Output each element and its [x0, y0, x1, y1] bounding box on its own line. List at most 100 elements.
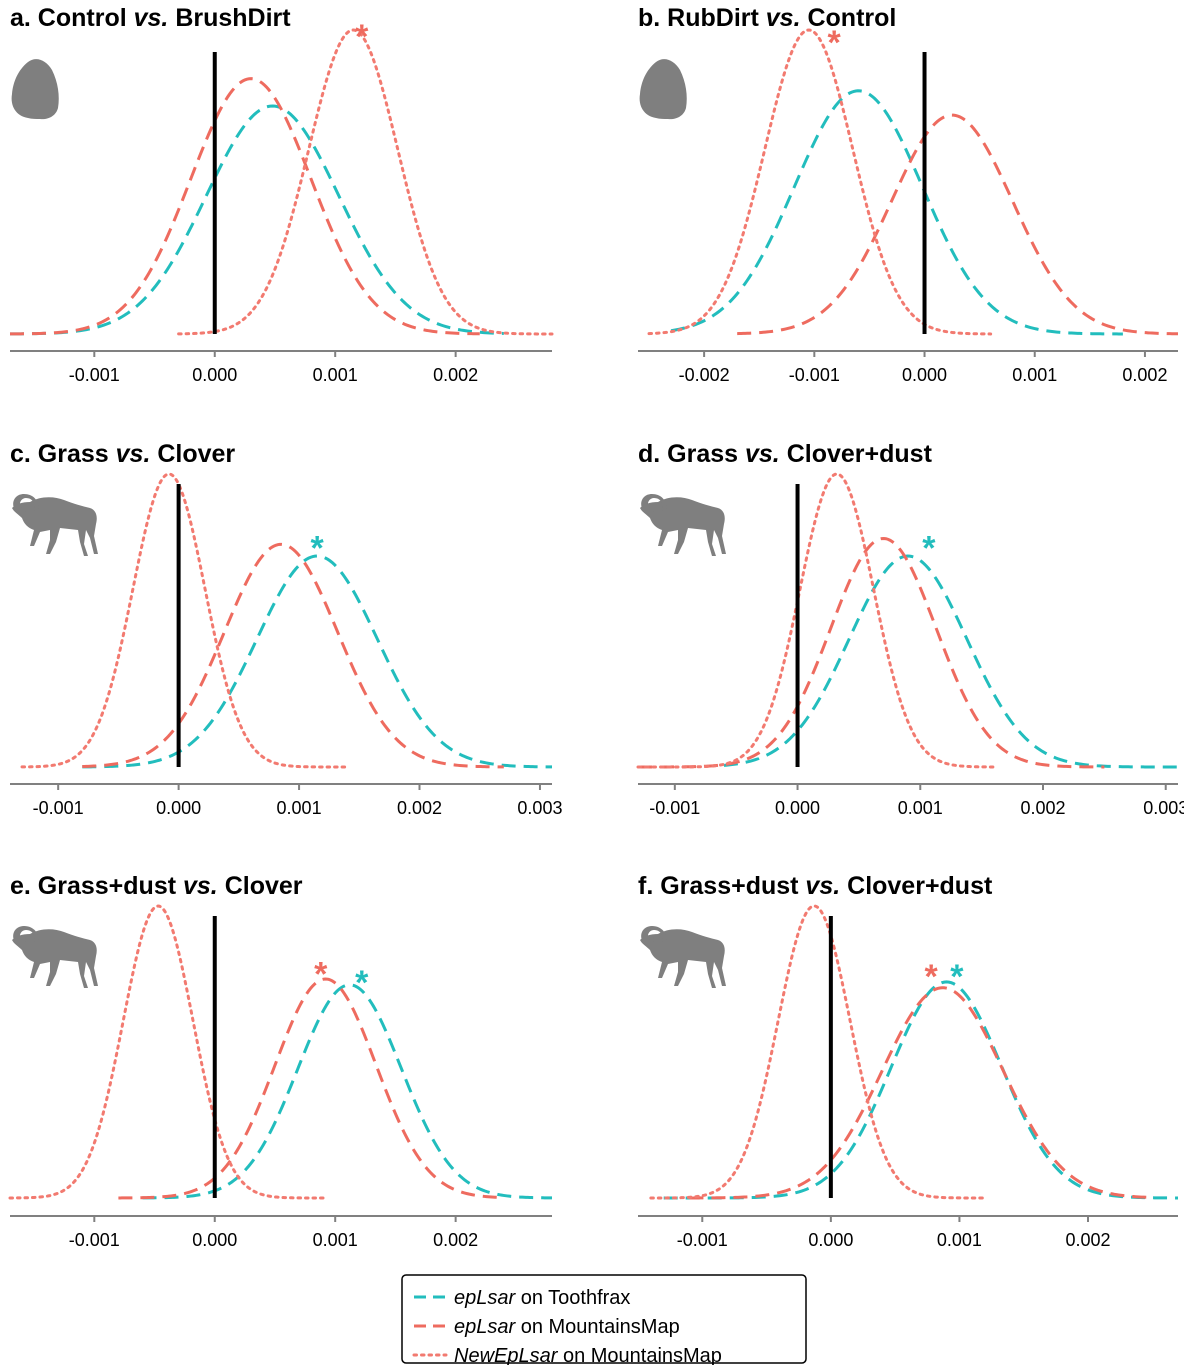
density-curve-epLsar-mountainsmap [737, 113, 1179, 336]
panel-title-vs: vs. [134, 4, 169, 32]
density-curve-epLsar-mountainsmap [118, 977, 504, 1200]
panel-a: a. Control vs. BrushDirt -0.001 0.000 0.001… [9, 4, 554, 385]
ram-icon [640, 926, 726, 988]
panel-b: b. RubDirt vs. Control -0.002 -0.001 0.000 0… [638, 4, 1179, 385]
panel-title-post: Clover [218, 872, 303, 900]
density-curve-epLsar-toothfrax [82, 554, 553, 769]
x-tick-label: 0.001 [937, 1230, 982, 1250]
legend-label-rest: on MountainsMap [515, 1316, 680, 1338]
legend-label-em: NewEpLsar [454, 1345, 559, 1365]
density-curve-epLsar-mountainsmap [689, 986, 1153, 1200]
x-tick-label: 0.000 [192, 365, 237, 385]
panel-title-b: b. RubDirt vs. Control [638, 4, 896, 32]
stone-icon [639, 59, 687, 120]
density-curve-epLsar-toothfrax [142, 983, 553, 1200]
significance-star: * [314, 955, 328, 993]
ram-icon [12, 926, 98, 988]
panel-d: d. Grass vs. Clover+dust -0.001 0.000 0.001… [636, 440, 1184, 818]
legend-label-em: epLsar [454, 1287, 516, 1309]
x-tick-label: 0.002 [1122, 365, 1167, 385]
panel-e: e. Grass+dust vs. Clover -0.001 0.000 0.001… [8, 872, 553, 1250]
x-tick-label: 0.001 [898, 798, 943, 818]
x-tick-label: -0.001 [789, 365, 840, 385]
density-curve-newEpLsar-mountainsmap [649, 904, 987, 1200]
panel-title-post: BrushDirt [168, 4, 291, 32]
panel-title-d: d. Grass vs. Clover+dust [638, 440, 933, 468]
panel-f: f. Grass+dust vs. Clover+dust -0.001 0.000… [638, 872, 1179, 1250]
x-tick-label: -0.001 [69, 365, 120, 385]
significance-star: * [355, 964, 369, 1002]
density-curve-newEpLsar-mountainsmap [8, 904, 325, 1200]
x-tick-label: 0.002 [1065, 1230, 1110, 1250]
panel-title-pre: d. Grass [638, 440, 745, 468]
x-tick-label: 0.002 [433, 1230, 478, 1250]
ram-icon [640, 494, 726, 556]
x-tick-label: 0.000 [808, 1230, 853, 1250]
legend-label-rest: on Toothfrax [515, 1287, 630, 1309]
x-tick-label: 0.002 [397, 798, 442, 818]
panel-title-post: Clover+dust [780, 440, 933, 468]
panel-title-vs: vs. [183, 872, 218, 900]
panel-title-pre: e. Grass+dust [10, 872, 183, 900]
density-curve-epLsar-toothfrax [9, 104, 504, 336]
significance-star: * [828, 24, 842, 62]
x-tick-label: 0.001 [313, 1230, 358, 1250]
x-tick-label: 0.002 [1020, 798, 1065, 818]
legend-label: epLsar on MountainsMap [454, 1316, 680, 1338]
x-tick-label: 0.000 [775, 798, 820, 818]
significance-star: * [925, 958, 939, 996]
panel-title-pre: a. Control [10, 4, 134, 32]
panel-title-pre: c. Grass [10, 440, 116, 468]
x-tick-label: 0.003 [1143, 798, 1184, 818]
density-curve-epLsar-mountainsmap [637, 536, 1105, 769]
panel-title-vs: vs. [766, 4, 801, 32]
x-tick-label: 0.001 [1012, 365, 1057, 385]
panel-title-post: Control [801, 4, 897, 32]
density-curve-epLsar-mountainsmap [82, 542, 504, 769]
panel-c: c. Grass vs. Clover -0.001 0.000 0.001 0.002… [10, 440, 562, 818]
x-tick-label: 0.001 [277, 798, 322, 818]
x-tick-label: -0.001 [677, 1230, 728, 1250]
panel-title-vs: vs. [116, 440, 151, 468]
significance-star: * [922, 529, 936, 567]
significance-star: * [355, 18, 369, 56]
panel-title-a: a. Control vs. BrushDirt [10, 4, 291, 32]
panel-title-f: f. Grass+dust vs. Clover+dust [638, 872, 993, 900]
panel-title-vs: vs. [805, 872, 840, 900]
x-tick-label: -0.002 [679, 365, 730, 385]
x-tick-label: 0.000 [192, 1230, 237, 1250]
x-tick-label: -0.001 [69, 1230, 120, 1250]
significance-star: * [950, 958, 964, 996]
x-tick-label: 0.000 [902, 365, 947, 385]
significance-star: * [311, 529, 325, 567]
panel-title-pre: b. RubDirt [638, 4, 766, 32]
panel-title-c: c. Grass vs. Clover [10, 440, 235, 468]
x-tick-label: -0.001 [649, 798, 700, 818]
density-curve-newEpLsar-mountainsmap [177, 28, 554, 336]
x-tick-label: 0.002 [433, 365, 478, 385]
density-curve-newEpLsar-mountainsmap [647, 28, 993, 336]
density-curve-newEpLsar-mountainsmap [20, 472, 349, 769]
ram-icon [12, 494, 98, 556]
panel-title-pre: f. Grass+dust [638, 872, 805, 900]
legend-label-rest: on MountainsMap [557, 1345, 722, 1365]
stone-icon [11, 59, 59, 120]
legend-label-em: epLsar [454, 1316, 516, 1338]
x-tick-label: 0.003 [517, 798, 562, 818]
x-tick-label: -0.001 [33, 798, 84, 818]
x-tick-label: 0.001 [313, 365, 358, 385]
density-curve-epLsar-mountainsmap [9, 77, 480, 336]
legend-label: NewEpLsar on MountainsMap [454, 1345, 722, 1365]
density-curve-epLsar-toothfrax [723, 554, 1178, 769]
density-curve-epLsar-toothfrax [670, 89, 1123, 336]
panel-title-post: Clover [150, 440, 235, 468]
panel-title-vs: vs. [745, 440, 780, 468]
x-tick-label: 0.000 [156, 798, 201, 818]
density-curve-epLsar-toothfrax [663, 980, 1179, 1200]
legend-box [401, 1274, 807, 1364]
panel-title-post: Clover+dust [840, 872, 993, 900]
panel-title-e: e. Grass+dust vs. Clover [10, 872, 303, 900]
density-curve-newEpLsar-mountainsmap [636, 472, 996, 769]
